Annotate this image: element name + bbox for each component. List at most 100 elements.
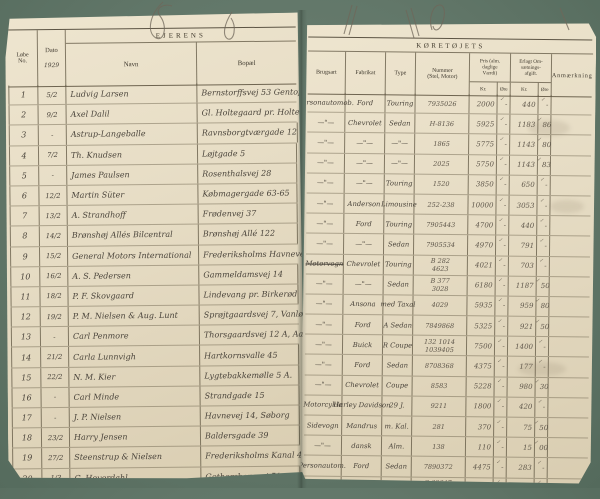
cell-fabrikat: Ford <box>343 355 383 375</box>
cell-nummer: 7890372 <box>412 457 466 477</box>
cell-lobe-no: 18 <box>12 428 42 448</box>
column-header-nummer: Nummer (Stel, Motor) <box>416 53 470 96</box>
cell-pris-ore: ✓ - <box>497 95 510 114</box>
cell-nummer: B 282 4623 <box>414 255 468 275</box>
cell-afgift-ore: ✓ 80 <box>538 135 551 154</box>
cell-pris-ore: ✓ - <box>497 135 510 154</box>
cell-lobe-no: 10 <box>10 267 40 287</box>
check-mark: ✓ <box>535 298 540 305</box>
cell-pris-ore: ✓ - <box>497 115 510 134</box>
cell-nummer: 281 <box>412 417 466 437</box>
cell-fabrikat: Chevrolet <box>345 113 385 133</box>
cell-navn: Steenstrup & Nielsen <box>70 447 201 468</box>
check-mark: ✓ <box>497 318 502 325</box>
cell-brugsart: —"— <box>305 355 343 375</box>
cell-fabrikat: dansk <box>342 436 382 456</box>
cell-navn: Th. Knudsen <box>67 144 198 165</box>
cell-afgift-kr: 1400 <box>508 337 536 356</box>
cell-nummer: 132 1014 1039405 <box>413 336 467 356</box>
cell-afgift-kr: 703 <box>509 256 537 275</box>
cell-pris-kr: 3850 <box>469 175 497 194</box>
check-mark: ✓ <box>495 479 501 486</box>
cell-dato: - <box>42 408 70 427</box>
pris-ore-value: - <box>502 342 505 351</box>
cell-pris-ore: ✓ - <box>495 377 508 396</box>
cell-brugsart: —"— <box>307 113 345 133</box>
check-mark: ✓ <box>533 439 539 446</box>
cell-nummer: 252-238 <box>414 195 468 215</box>
cell-pris-ore: ✓ - <box>497 175 510 194</box>
check-mark: ✓ <box>534 379 539 386</box>
cell-bopael: Gammeldamsvej 14 <box>199 264 298 284</box>
cell-lobe-no: 1 <box>8 85 38 105</box>
cell-type: Touring <box>385 174 415 194</box>
cell-type: 29 J. <box>382 396 412 416</box>
cell-lobe-no: 5 <box>9 166 39 186</box>
cell-pris-kr: 5750 <box>469 155 497 174</box>
cell-navn: Martin Süter <box>67 184 198 205</box>
cell-afgift-kr: 440 <box>509 216 537 235</box>
cell-navn: Carl Minde <box>69 386 200 407</box>
afgift-ore-value: 50 <box>540 282 550 291</box>
cell-afgift-ore: ✓ 00 <box>535 438 548 457</box>
table-row: 20 1/3 C. Heyerdahl Gothersborgvej 51 <box>12 466 300 489</box>
cell-type: Sedan <box>384 275 414 295</box>
cell-afgift-ore: ✓ - <box>537 196 550 215</box>
column-header-type: Type <box>386 52 416 94</box>
cell-afgift-ore: ✓ - <box>535 458 548 477</box>
cell-navn: P. F. Skovgaard <box>68 285 199 306</box>
cell-brugsart: —"— <box>307 153 345 173</box>
cell-dato: 23/2 <box>42 428 70 447</box>
cell-lobe-no: 7 <box>10 206 40 226</box>
cell-brugsart: —"— <box>306 214 344 234</box>
check-mark: ✓ <box>539 197 544 204</box>
cell-fabrikat: Buick <box>343 335 383 355</box>
cell-afgift-kr: 1143 <box>510 135 538 154</box>
cell-dato: - <box>41 388 69 407</box>
cell-afgift-ore: ✓ - <box>534 478 547 497</box>
cell-pris-ore: ✓ - <box>496 256 509 275</box>
afgift-ore-value: - <box>542 403 546 412</box>
cell-pris-ore: ✓ - <box>496 195 509 214</box>
cell-dato: 19/2 <box>41 307 69 326</box>
cell-fabrikat: —"— <box>345 133 385 153</box>
check-mark: ✓ <box>537 136 542 143</box>
check-mark: ✓ <box>496 419 501 426</box>
pencil-smudge <box>550 200 584 213</box>
cell-navn: N. M. Kier <box>69 366 200 387</box>
cell-nummer: 9211 <box>412 396 466 416</box>
cell-anmaerkning: ✓ <box>564 484 571 493</box>
cell-pris-ore: ✓ - <box>494 397 507 416</box>
cell-dato: 13/2 <box>40 206 68 225</box>
cell-type: —"— <box>385 154 415 174</box>
cell-type: Sedan <box>383 356 413 376</box>
check-mark: ✓ <box>497 277 503 284</box>
check-mark: ✓ <box>539 177 545 184</box>
cell-fabrikat: Chevrolet <box>343 376 383 396</box>
afgift-ore-value: - <box>542 463 545 472</box>
cell-pris-ore: ✓ - <box>494 417 507 436</box>
check-mark: ✓ <box>538 338 543 345</box>
cell-nummer: 1520 <box>415 174 469 194</box>
pris-ore-value: - <box>503 261 506 270</box>
cell-nummer: H-8136 <box>415 114 469 134</box>
afgift-ore-value: - <box>544 241 547 250</box>
check-mark: ✓ <box>498 217 503 224</box>
cell-navn: Carl Penmore <box>69 326 200 347</box>
cell-bopael: Brønshøj Allé 122 <box>199 224 298 244</box>
cell-bopael: Havnevej 14, Søborg <box>201 405 300 425</box>
cell-bopael: Gl. Holtegaard pr. Holte <box>198 103 301 123</box>
cell-lobe-no: 9 <box>10 247 40 267</box>
pris-ore-value: - <box>503 201 507 210</box>
afgift-ore-value: - <box>544 221 548 230</box>
cell-type: med Taxal <box>383 295 413 315</box>
cell-lobe-no: 19 <box>12 449 42 469</box>
check-mark: ✓ <box>495 459 501 466</box>
cell-anmaerkning <box>550 277 590 297</box>
pris-ore-value: - <box>504 180 507 189</box>
check-mark: ✓ <box>496 378 502 385</box>
cell-anmaerkning <box>550 236 590 256</box>
cell-afgift-kr: 420 <box>507 397 535 416</box>
cell-nummer: 2025 <box>415 154 469 174</box>
cell-anmaerkning <box>550 216 590 236</box>
